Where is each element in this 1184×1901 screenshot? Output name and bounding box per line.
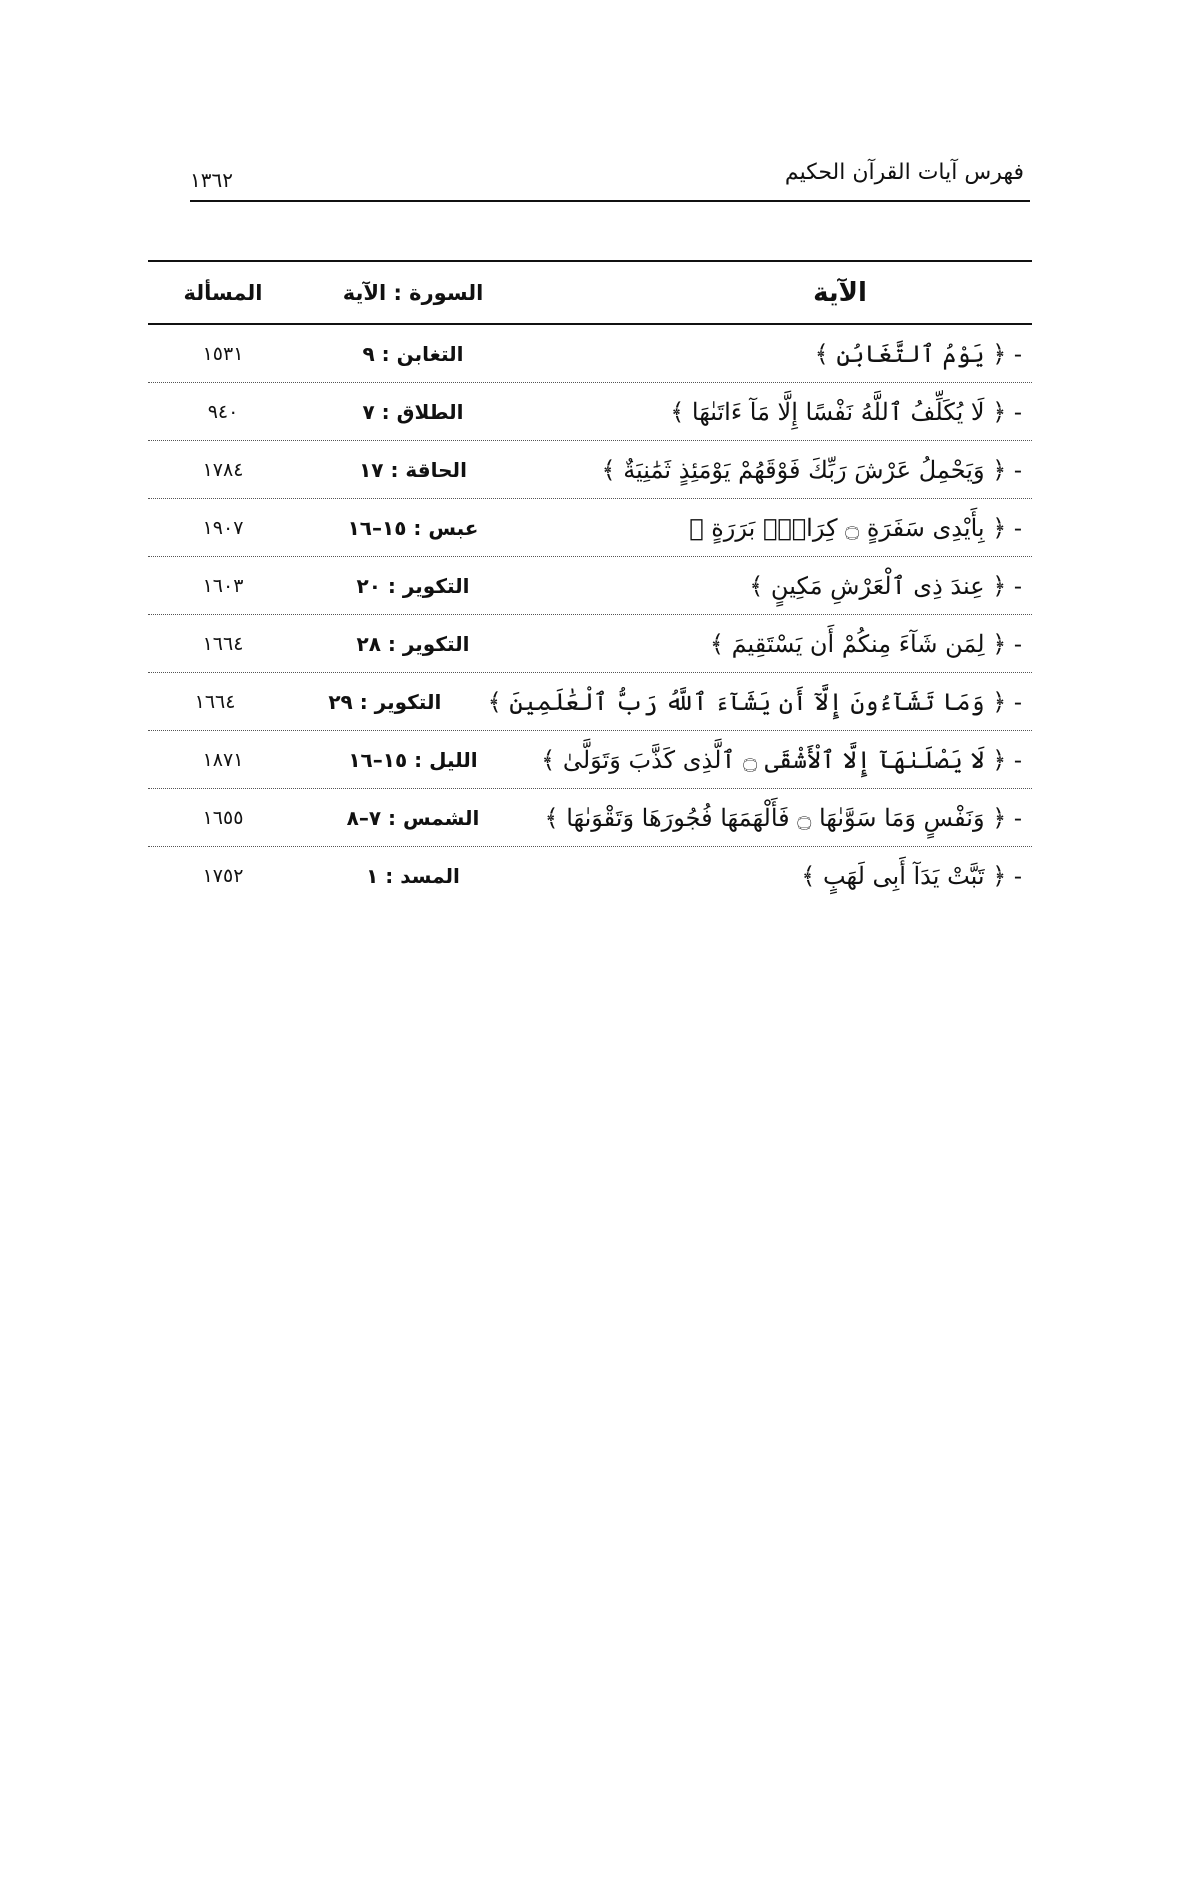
issue-number: ٩٤٠: [207, 400, 239, 423]
issue-number: ١٥٣١: [202, 342, 244, 365]
running-header-title: فهرس آيات القرآن الحكيم: [784, 160, 1024, 185]
sura-reference: الحاقة : ١٧: [359, 457, 467, 482]
issue-number: ١٦٦٤: [202, 632, 244, 655]
sura-reference: التكوير : ٢٨: [356, 631, 470, 656]
ayah-text: - ﴿ لَا يَصْلَىٰهَآ إِلَّا ٱلْأَشْقَى ۝ …: [541, 745, 1022, 774]
table-row: - ﴿ وَنَفْسٍ وَمَا سَوَّىٰهَا ۝ فَأَلْهَ…: [148, 789, 1032, 847]
sura-reference: الليل : ١٥–١٦: [348, 747, 478, 772]
table-header-row: الآية السورة : الآية المسألة: [148, 262, 1032, 325]
table-row: - ﴿ يَوْمُ ٱلتَّغَابُنِ ﴾ التغابن : ٩ ١٥٣١: [148, 325, 1032, 383]
ayah-text: - ﴿ لِمَن شَآءَ مِنكُمْ أَن يَسْتَقِيمَ …: [709, 629, 1022, 658]
ayah-text: - ﴿ وَنَفْسٍ وَمَا سَوَّىٰهَا ۝ فَأَلْهَ…: [544, 803, 1023, 832]
ayah-text: - ﴿ بِأَيْدِى سَفَرَةٍ ۝ كِرَامٍۭ بَرَرَ…: [689, 513, 1022, 542]
ayah-text: - ﴿ يَوْمُ ٱلتَّغَابُنِ ﴾: [814, 339, 1022, 368]
ayah-text: - ﴿ وَيَحْمِلُ عَرْشَ رَبِّكَ فَوْقَهُمْ…: [601, 455, 1023, 484]
table-row: - ﴿ عِندَ ذِى ٱلْعَرْشِ مَكِينٍ ﴾ التكوير…: [148, 557, 1032, 615]
page-number: ١٣٦٢: [190, 168, 233, 192]
issue-number: ١٨٧١: [202, 748, 244, 771]
ayah-text: - ﴿ وَمَا تَشَآءُونَ إِلَّآ أَن يَشَآءَ …: [487, 687, 1022, 716]
issue-number: ١٦٠٣: [202, 574, 244, 597]
sura-reference: الشمس : ٧–٨: [346, 805, 480, 830]
column-header-ayah: الآية: [813, 277, 867, 308]
ayah-text: - ﴿ لَا يُكَلِّفُ ٱللَّهُ نَفْسًا إِلَّا…: [670, 397, 1022, 426]
sura-reference: عبس : ١٥–١٦: [347, 515, 479, 540]
issue-number: ١٩٠٧: [202, 516, 244, 539]
column-header-issue: المسألة: [183, 280, 263, 305]
table-row: - ﴿ تَبَّتْ يَدَآ أَبِى لَهَبٍ ﴾ المسد : …: [148, 847, 1032, 904]
table-row: - ﴿ بِأَيْدِى سَفَرَةٍ ۝ كِرَامٍۭ بَرَرَ…: [148, 499, 1032, 557]
table-row: - ﴿ وَيَحْمِلُ عَرْشَ رَبِّكَ فَوْقَهُمْ…: [148, 441, 1032, 499]
issue-number: ١٦٥٥: [202, 806, 244, 829]
sura-reference: المسد : ١: [366, 863, 460, 888]
issue-number: ١٦٦٤: [194, 690, 236, 713]
ayah-text: - ﴿ تَبَّتْ يَدَآ أَبِى لَهَبٍ ﴾: [801, 861, 1022, 890]
column-header-sura: السورة : الآية: [342, 280, 484, 305]
sura-reference: التكوير : ٢٠: [356, 573, 470, 598]
header-rule: [190, 200, 1030, 202]
sura-reference: التغابن : ٩: [362, 341, 464, 366]
issue-number: ١٧٥٢: [202, 864, 244, 887]
table-row: - ﴿ وَمَا تَشَآءُونَ إِلَّآ أَن يَشَآءَ …: [148, 673, 1032, 731]
table-row: - ﴿ لَا يُكَلِّفُ ٱللَّهُ نَفْسًا إِلَّا…: [148, 383, 1032, 441]
verse-index-table: الآية السورة : الآية المسألة - ﴿ يَوْمُ …: [148, 260, 1032, 904]
issue-number: ١٧٨٤: [202, 458, 244, 481]
sura-reference: الطلاق : ٧: [362, 399, 464, 424]
table-row: - ﴿ لَا يَصْلَىٰهَآ إِلَّا ٱلْأَشْقَى ۝ …: [148, 731, 1032, 789]
sura-reference: التكوير : ٢٩: [328, 689, 442, 714]
table-row: - ﴿ لِمَن شَآءَ مِنكُمْ أَن يَسْتَقِيمَ …: [148, 615, 1032, 673]
ayah-text: - ﴿ عِندَ ذِى ٱلْعَرْشِ مَكِينٍ ﴾: [749, 571, 1022, 600]
